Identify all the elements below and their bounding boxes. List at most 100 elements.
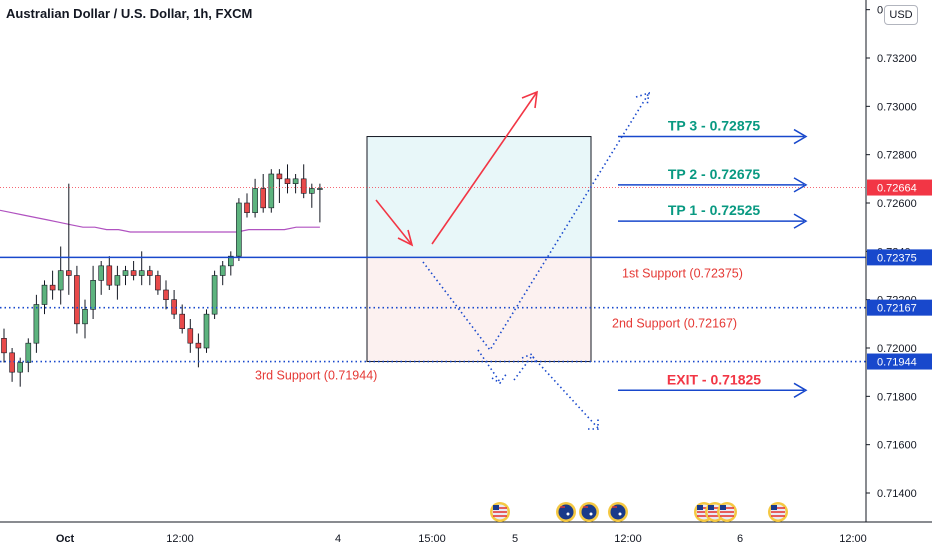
event-flag-canton-7 <box>771 505 777 510</box>
price-badge-0 <box>867 179 932 196</box>
candle-body-19 <box>155 275 161 291</box>
candle-body-16 <box>130 270 137 276</box>
candle-body-6 <box>49 284 56 291</box>
event-flag-star-3 <box>618 512 622 516</box>
candle-body-12 <box>98 265 104 281</box>
candle-body-20 <box>163 289 169 300</box>
x-tick-label-0: Oct <box>56 533 75 545</box>
moving-average-line <box>0 209 320 233</box>
event-flag-canton-5 <box>708 505 714 510</box>
y-tick-label-3: 0.72000 <box>877 343 917 355</box>
candle-body-5 <box>41 284 48 305</box>
event-flag-face-1 <box>558 504 574 520</box>
dotted-path-b1 <box>477 349 501 383</box>
candle-body-2 <box>17 362 24 373</box>
candle-body-8 <box>66 270 72 276</box>
candle-body-33 <box>268 173 275 209</box>
y-tick-label-1: 0.71600 <box>877 440 917 452</box>
candle-body-9 <box>74 275 80 325</box>
price-badge-label-3: 0.71944 <box>877 357 917 369</box>
chart-title: Australian Dollar / U.S. Dollar, 1h, FXC… <box>6 6 253 21</box>
support-label-2: 2nd Support (0.72167) <box>612 317 737 331</box>
support-label-1: 1st Support (0.72375) <box>622 266 743 280</box>
candle-body-38 <box>308 188 315 194</box>
price-badge-label-0: 0.72664 <box>877 183 917 195</box>
candle-body-29 <box>236 202 242 257</box>
y-tick-label-8: 0.73000 <box>877 101 917 113</box>
target-label-3: EXIT - 0.71825 <box>667 371 761 387</box>
event-flag-icon-0 <box>490 502 510 522</box>
y-tick-label-2: 0.71800 <box>877 391 917 403</box>
candle-body-26 <box>211 275 218 315</box>
candle-body-17 <box>138 270 145 276</box>
candle-body-28 <box>228 255 234 267</box>
target-arrow-head-0 <box>793 128 808 145</box>
event-flag-icon-2 <box>579 502 599 522</box>
trade-zone-border <box>366 136 592 363</box>
candle-body-14 <box>114 275 121 286</box>
x-tick-label-6: 6 <box>737 533 743 545</box>
candle-body-32 <box>260 188 267 209</box>
candle-body-35 <box>284 178 291 184</box>
trade-zone-0 <box>367 136 591 258</box>
price-badge-2 <box>867 299 932 316</box>
x-tick-label-5: 12:00 <box>614 533 642 545</box>
dotted-path-main <box>422 92 650 352</box>
candle-body-34 <box>276 173 283 180</box>
event-flag-icon-6 <box>717 502 737 522</box>
event-flag-icon-1 <box>556 502 576 522</box>
candle-body-25 <box>203 313 210 349</box>
target-label-0: TP 3 - 0.72875 <box>668 118 761 134</box>
event-flag-star-1 <box>566 512 570 516</box>
candle-body-27 <box>219 265 226 276</box>
y-tick-label-9: 0.73200 <box>877 53 917 65</box>
candle-body-11 <box>90 280 96 310</box>
candle-body-4 <box>33 304 40 344</box>
target-arrow-head-1 <box>793 177 808 193</box>
red-arrow-down <box>375 199 413 246</box>
event-flag-canton-6 <box>720 505 726 510</box>
trade-zone-1 <box>367 257 591 362</box>
price-badge-label-2: 0.72167 <box>877 303 917 315</box>
target-label-1: TP 2 - 0.72675 <box>668 166 761 182</box>
price-badge-label-1: 0.72375 <box>877 252 917 264</box>
candle-body-23 <box>187 328 194 344</box>
event-flag-icon-3 <box>608 502 628 522</box>
x-tick-label-3: 15:00 <box>418 533 446 545</box>
candle-body-0 <box>1 338 7 354</box>
candle-body-15 <box>122 270 129 276</box>
x-tick-label-2: 4 <box>335 533 341 545</box>
candle-body-39 <box>317 188 323 190</box>
y-tick-label-7: 0.72800 <box>877 150 917 162</box>
dotted-path-b2-head <box>588 418 599 430</box>
candle-body-13 <box>106 265 113 286</box>
price-badge-3 <box>867 353 932 370</box>
event-flag-face-3 <box>610 504 626 520</box>
event-flag-icon-7 <box>768 502 788 522</box>
target-label-2: TP 1 - 0.72525 <box>668 202 761 218</box>
candle-body-18 <box>147 270 153 276</box>
dotted-path-b2 <box>513 354 599 429</box>
y-tick-label-6: 0.72600 <box>877 198 917 210</box>
price-badge-1 <box>867 249 932 266</box>
candle-body-1 <box>9 352 15 373</box>
event-flag-face-2 <box>581 504 597 520</box>
dotted-path-main-head <box>635 91 650 107</box>
candle-body-31 <box>252 188 258 213</box>
target-arrow-head-3 <box>793 382 808 398</box>
x-tick-label-4: 5 <box>512 533 518 545</box>
candle-body-7 <box>57 270 64 291</box>
candle-body-36 <box>292 178 299 184</box>
event-flag-canton-4 <box>697 505 703 510</box>
currency-button[interactable]: USD <box>884 5 918 25</box>
x-tick-label-1: 12:00 <box>166 533 194 545</box>
candle-body-10 <box>82 309 88 325</box>
target-arrow-head-2 <box>793 213 808 229</box>
candle-body-22 <box>179 313 185 329</box>
event-flag-star-2 <box>589 512 593 516</box>
y-tick-label-0: 0.71400 <box>877 488 917 500</box>
red-arrow-up-head <box>521 90 538 109</box>
candle-body-37 <box>300 178 307 194</box>
